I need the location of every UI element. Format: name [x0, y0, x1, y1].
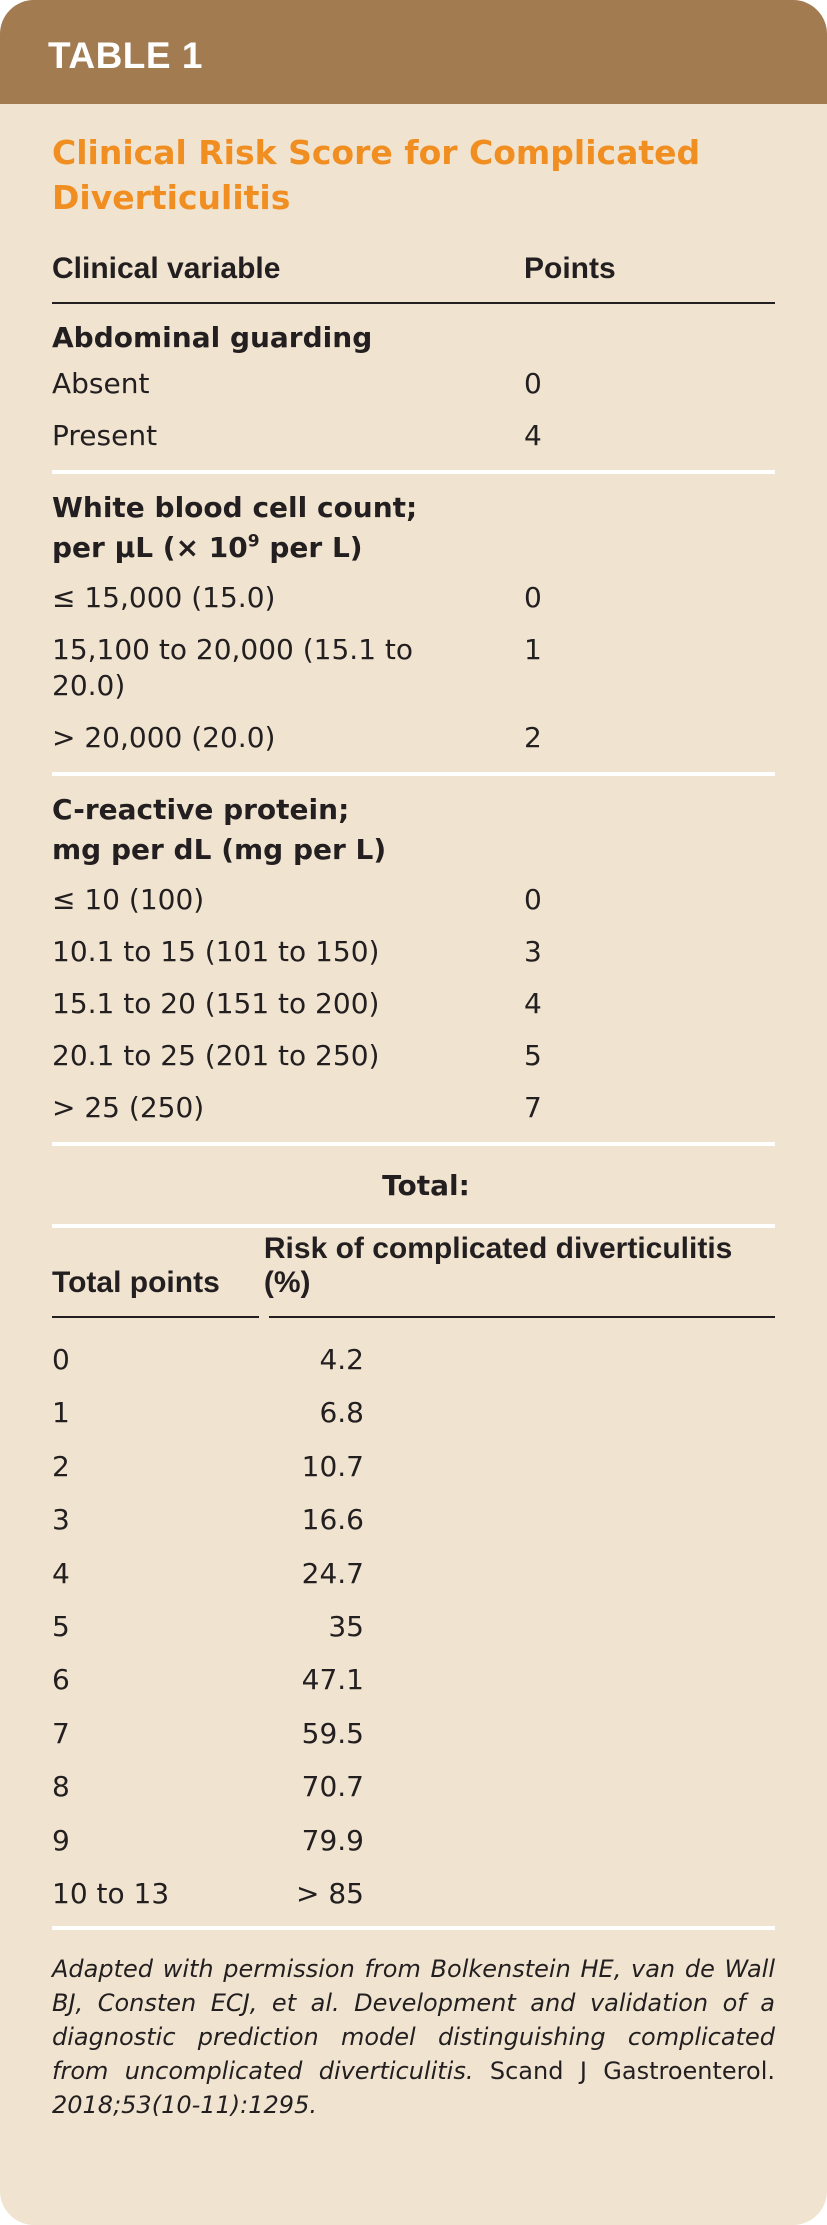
group-divider [52, 772, 775, 776]
header-rule [52, 1316, 259, 1318]
table-row: 0 4.2 [52, 1342, 775, 1378]
total-points-cell: 5 [52, 1609, 70, 1643]
header-rule [269, 1316, 775, 1318]
row-label: Present [52, 419, 158, 452]
table-row: ≤ 15,000 (15.0) 0 [52, 580, 775, 616]
total-points-cell: 7 [52, 1716, 70, 1750]
row-points: 3 [524, 935, 542, 968]
table-row: Absent 0 [52, 366, 775, 402]
col-header-variable: Clinical variable [52, 252, 281, 285]
group-heading-guarding: Abdominal guarding [52, 321, 373, 354]
table-row: 4 24.7 [52, 1556, 775, 1592]
row-points: 7 [524, 1091, 542, 1124]
total-divider [52, 1224, 775, 1228]
total-points-cell: 10 to 13 [52, 1876, 170, 1910]
col-header-risk: Risk of complicated diverticulitis (%) [263, 1232, 733, 1299]
source-note: Adapted with permission from Bolkenstein… [0, 1952, 827, 2122]
table-row: > 20,000 (20.0) 2 [52, 720, 775, 756]
row-label: 15,100 to 20,000 (15.1 to 20.0) [52, 633, 414, 702]
table-row: 10.1 to 15 (101 to 150) 3 [52, 934, 775, 970]
source-note-text: Adapted with permission from Bolkenstein… [52, 1952, 775, 2122]
risk-percent-cell: 16.6 [301, 1503, 364, 1537]
risk-percent-cell: 10.7 [301, 1449, 364, 1483]
table-row: 6 47.1 [52, 1662, 775, 1698]
row-label: 15.1 to 20 (151 to 200) [52, 987, 380, 1020]
total-points-cell: 8 [52, 1770, 70, 1804]
col-header-total-points: Total points [52, 1266, 220, 1299]
table-row: 1 6.8 [52, 1395, 775, 1431]
table-row: 8 70.7 [52, 1769, 775, 1805]
group-heading-line: per μL (× 109 per L) [52, 528, 775, 568]
risk-table-body: 0 4.2 1 6.8 2 10.7 3 16.6 4 24.7 5 35 6 47.1 7 59.5 8 70.… [52, 1342, 775, 1912]
risk-percent-cell: 59.5 [301, 1716, 364, 1750]
risk-percent-cell: 47.1 [301, 1663, 364, 1697]
row-label: Absent [52, 367, 150, 400]
row-points: 5 [524, 1039, 542, 1072]
table-title: Clinical Risk Score for Complicated Dive… [52, 133, 701, 217]
heading-text: per L) [259, 531, 363, 564]
risk-percent-cell: 4.2 [319, 1343, 364, 1376]
col-header-points: Points [524, 252, 616, 285]
group-divider [52, 1142, 775, 1146]
total-points-cell: 1 [52, 1396, 70, 1430]
row-points: 0 [524, 581, 542, 614]
heading-text: per μL (× 10 [52, 531, 248, 564]
header-rule [52, 302, 775, 304]
risk-header-rule [52, 1316, 775, 1318]
table-row: 3 16.6 [52, 1502, 775, 1538]
group-heading-crp: C-reactive protein; mg per dL (mg per L) [52, 790, 775, 870]
row-points: 2 [524, 721, 542, 754]
risk-percent-cell: 24.7 [301, 1556, 364, 1590]
table-label: TABLE 1 [0, 0, 827, 104]
total-points-cell: 4 [52, 1556, 70, 1590]
citation-year: 2018;53(10-11):1295. [52, 2090, 317, 2119]
table-row: ≤ 10 (100) 0 [52, 882, 775, 918]
score-table-header: Clinical variable Points [52, 246, 775, 286]
row-points: 0 [524, 883, 542, 916]
total-label: Total: [382, 1169, 470, 1202]
table-row: 10 to 13 > 85 [52, 1876, 775, 1912]
citation-text: Adapted with permission from Bolkenstein… [52, 1954, 775, 2085]
heading-superscript: 9 [247, 531, 260, 552]
total-points-cell: 6 [52, 1663, 70, 1697]
row-points: 4 [524, 419, 542, 452]
table-row: > 25 (250) 7 [52, 1090, 775, 1126]
group-heading-line: C-reactive protein; [52, 793, 350, 826]
total-points-cell: 0 [52, 1343, 70, 1376]
row-points: 1 [524, 633, 542, 666]
row-label: 10.1 to 15 (101 to 150) [52, 935, 380, 968]
risk-percent-cell: 79.9 [301, 1823, 364, 1857]
risk-table-header: Total points Risk of complicated diverti… [52, 1232, 775, 1300]
row-points: 4 [524, 987, 542, 1020]
total-points-cell: 3 [52, 1503, 70, 1537]
footer-divider [52, 1925, 775, 1930]
risk-percent-cell: 6.8 [319, 1396, 364, 1430]
table-row: 9 79.9 [52, 1823, 775, 1859]
table-row: 15.1 to 20 (151 to 200) 4 [52, 986, 775, 1022]
group-heading-line: mg per dL (mg per L) [52, 833, 387, 866]
row-label: > 20,000 (20.0) [52, 721, 276, 754]
group-heading-wbc: White blood cell count; per μL (× 109 pe… [52, 488, 775, 568]
table-row: 15,100 to 20,000 (15.1 to 20.0) 1 [52, 632, 775, 704]
risk-percent-cell: 35 [328, 1609, 364, 1643]
row-label: ≤ 10 (100) [52, 883, 205, 916]
table-row: 7 59.5 [52, 1716, 775, 1752]
table-row: 2 10.7 [52, 1449, 775, 1485]
row-label: ≤ 15,000 (15.0) [52, 581, 276, 614]
row-label: 20.1 to 25 (201 to 250) [52, 1039, 380, 1072]
total-points-cell: 2 [52, 1449, 70, 1483]
total-points-cell: 9 [52, 1823, 70, 1857]
risk-percent-cell: > 85 [296, 1876, 364, 1910]
row-label: > 25 (250) [52, 1091, 205, 1124]
journal-name: Scand J Gastroenterol. [473, 2056, 776, 2085]
score-table: Clinical variable Points Abdominal guard… [0, 246, 827, 1930]
row-points: 0 [524, 367, 542, 400]
table-row: 5 35 [52, 1609, 775, 1645]
group-heading-line: White blood cell count; [52, 491, 418, 524]
table-row: Present 4 [52, 418, 775, 454]
risk-percent-cell: 70.7 [301, 1770, 364, 1804]
table-row: 20.1 to 25 (201 to 250) 5 [52, 1038, 775, 1074]
group-divider [52, 470, 775, 474]
